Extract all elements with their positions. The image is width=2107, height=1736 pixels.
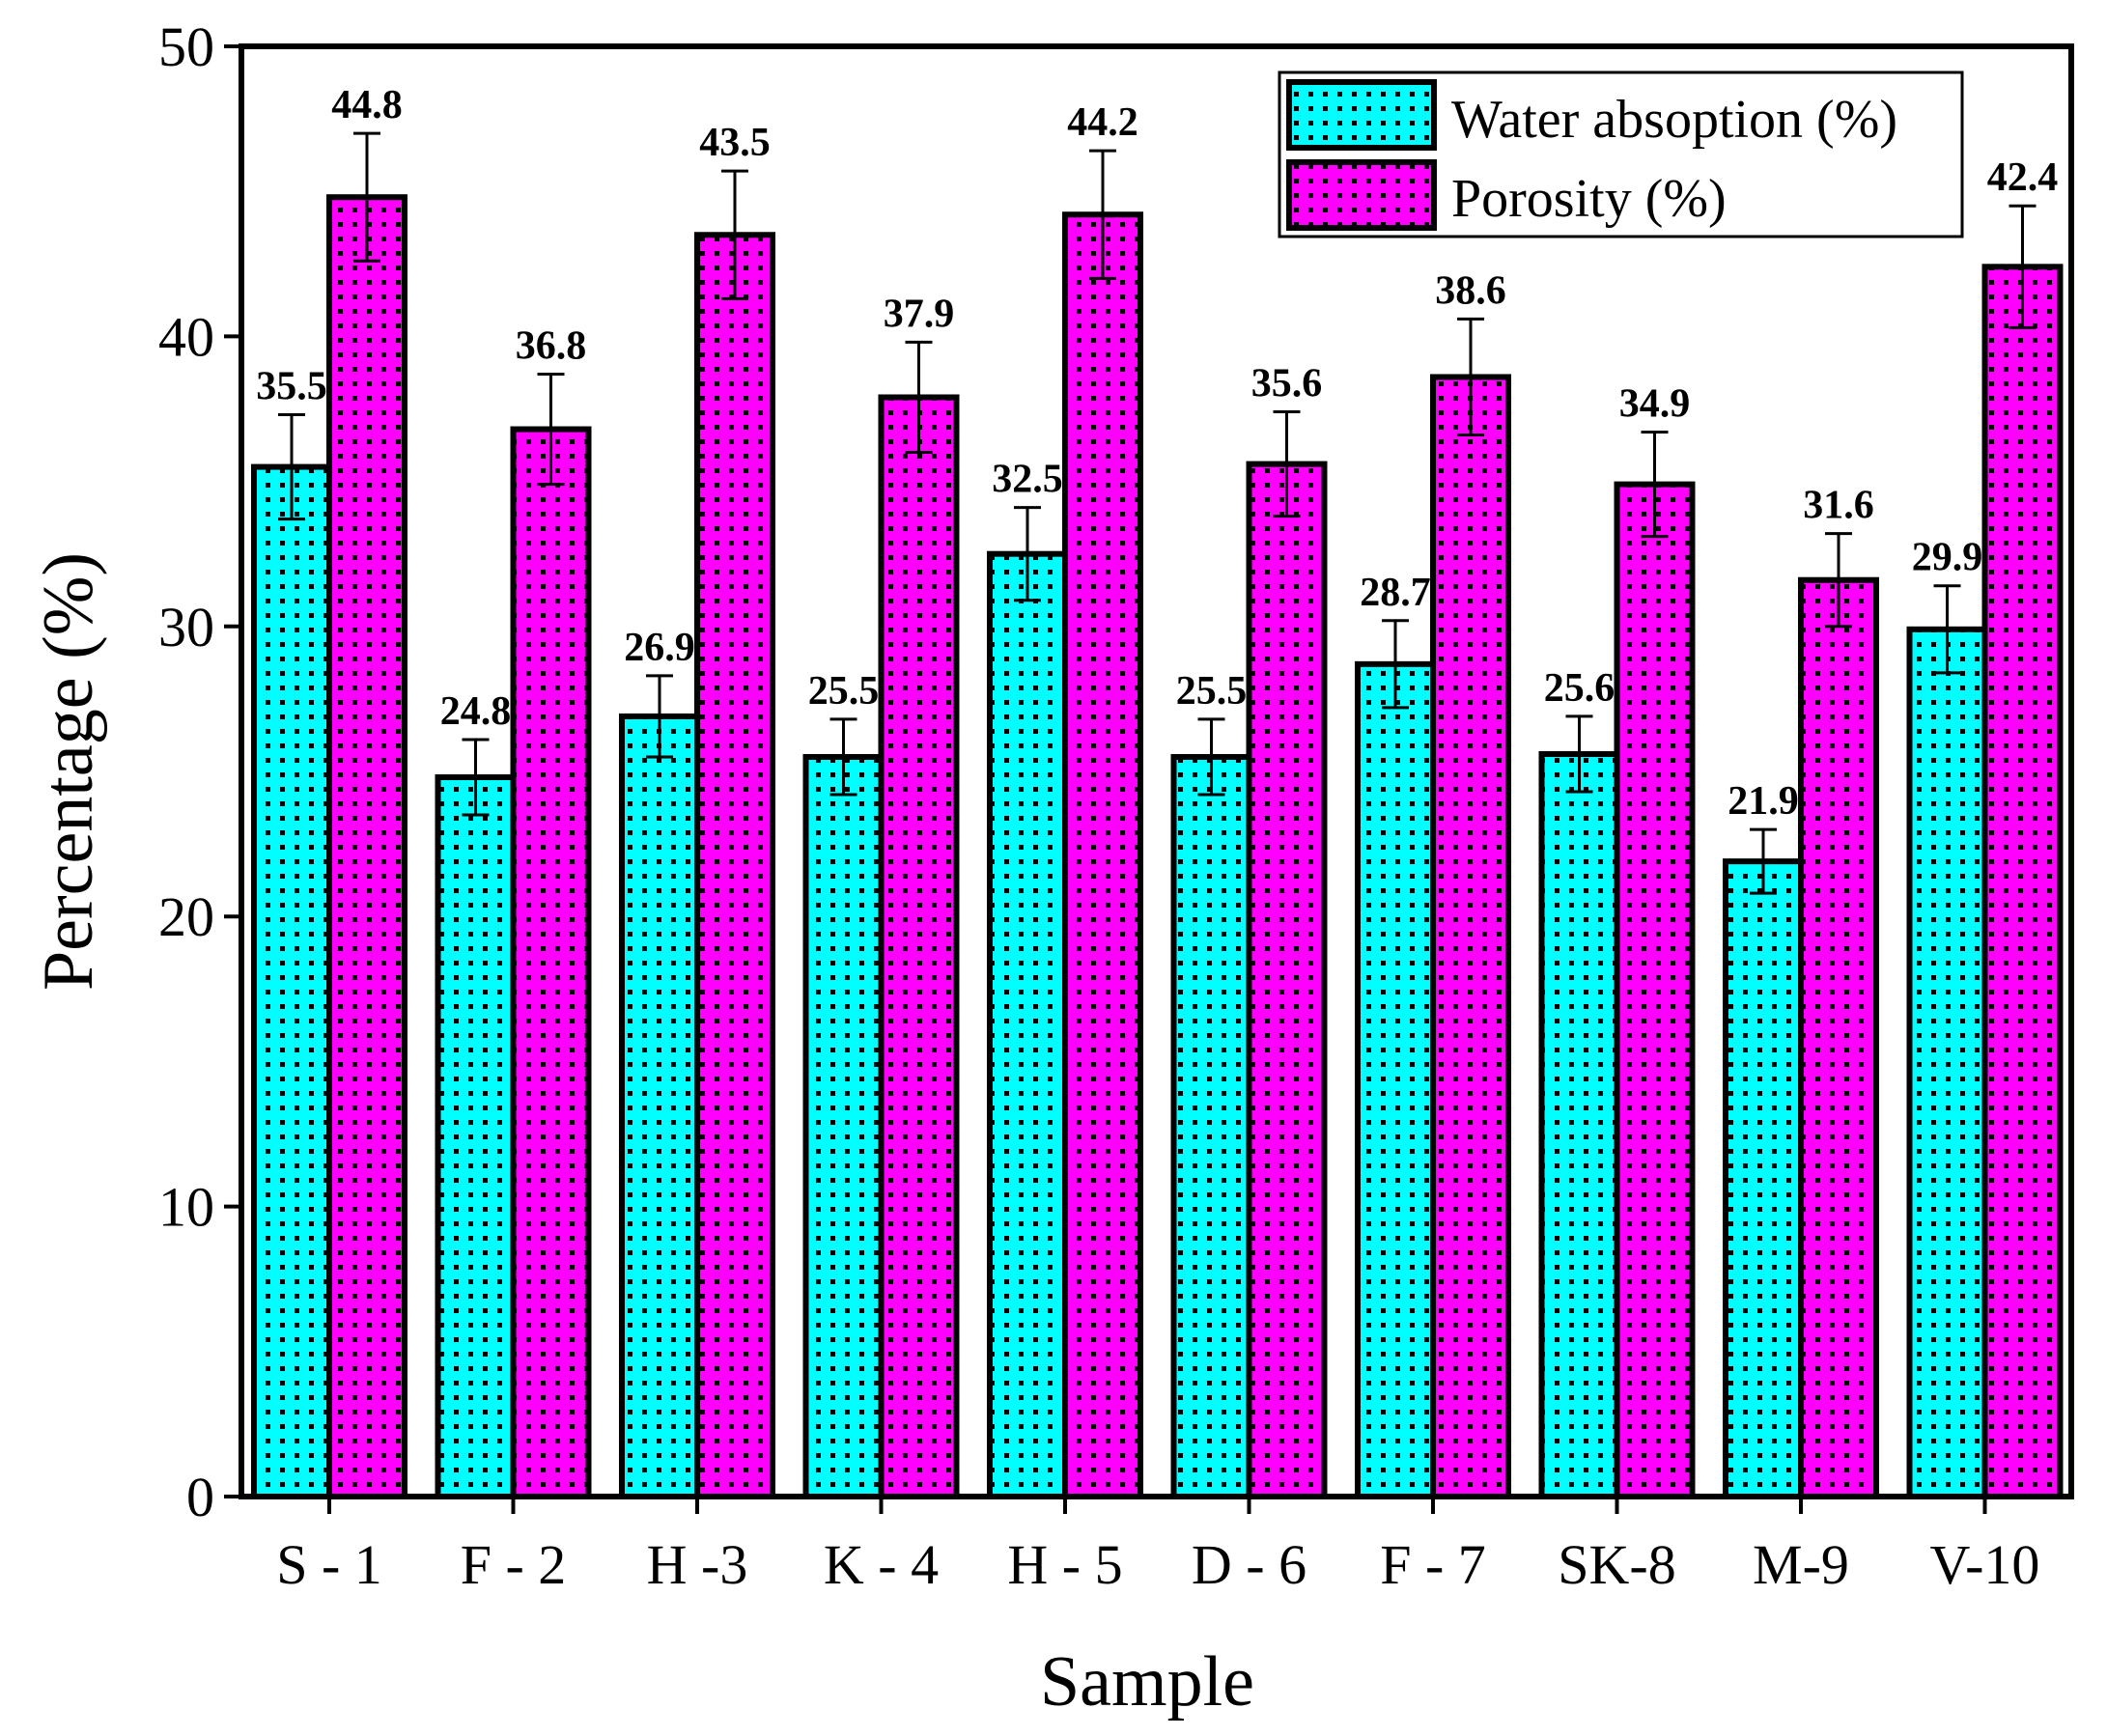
y-tick-label: 10 bbox=[158, 1176, 214, 1239]
data-label-porosity: 44.2 bbox=[1067, 100, 1138, 145]
x-tick-label: S - 1 bbox=[276, 1533, 382, 1596]
data-label-porosity: 42.4 bbox=[1987, 155, 2059, 200]
x-tick-label: D - 6 bbox=[1192, 1533, 1306, 1596]
x-tick-label: F - 2 bbox=[461, 1533, 567, 1596]
data-label-porosity: 31.6 bbox=[1803, 484, 1874, 528]
y-tick-label: 0 bbox=[186, 1466, 214, 1528]
bar-water bbox=[1538, 750, 1620, 1499]
bar-porosity bbox=[326, 194, 407, 1499]
bar-porosity bbox=[1798, 576, 1879, 1499]
x-tick-label: M-9 bbox=[1753, 1533, 1849, 1596]
data-label-water: 26.9 bbox=[624, 626, 695, 670]
bar-porosity bbox=[1614, 481, 1696, 1499]
data-label-porosity: 44.8 bbox=[331, 83, 403, 127]
data-label-water: 28.7 bbox=[1360, 571, 1431, 615]
x-tick-label: H -3 bbox=[647, 1533, 748, 1596]
bar-porosity bbox=[510, 426, 592, 1500]
y-tick-label: 30 bbox=[158, 596, 214, 658]
legend-swatch-water bbox=[1286, 79, 1437, 151]
bar-water bbox=[802, 753, 885, 1499]
data-label-water: 35.5 bbox=[256, 365, 327, 409]
y-tick-label: 40 bbox=[158, 305, 214, 368]
legend: Water absoption (%) Porosity (%) bbox=[1278, 70, 1964, 238]
data-label-water: 25.5 bbox=[808, 669, 880, 714]
bar-water bbox=[435, 774, 517, 1499]
legend-swatch-porosity bbox=[1286, 159, 1437, 231]
bar-water bbox=[1170, 753, 1252, 1499]
bar-porosity bbox=[1430, 374, 1511, 1499]
x-tick-label: F - 7 bbox=[1380, 1533, 1486, 1596]
y-axis-title: Percentage (%) bbox=[29, 552, 108, 991]
x-axis-categories: S - 1 F - 2 H -3 K - 4 H - 5 D - 6 F - 7 SK-8 M-… bbox=[276, 1497, 2039, 1596]
data-label-porosity: 38.6 bbox=[1435, 268, 1506, 313]
data-label-water: 32.5 bbox=[992, 458, 1063, 502]
bar-porosity bbox=[1246, 461, 1328, 1499]
data-label-porosity: 37.9 bbox=[884, 292, 955, 336]
x-tick-label: H - 5 bbox=[1007, 1533, 1122, 1596]
data-label-water: 25.6 bbox=[1544, 666, 1615, 711]
bar-porosity bbox=[1981, 264, 2064, 1500]
bar-porosity bbox=[1062, 211, 1143, 1499]
y-tick-label: 50 bbox=[158, 15, 214, 78]
data-label-porosity: 43.5 bbox=[699, 121, 771, 165]
y-tick-label: 20 bbox=[158, 885, 214, 948]
legend-label-porosity: Porosity (%) bbox=[1451, 169, 1727, 229]
legend-label-water: Water absoption (%) bbox=[1451, 90, 1897, 150]
data-label-porosity: 35.6 bbox=[1251, 362, 1323, 406]
error-bars bbox=[278, 131, 2037, 895]
data-label-water: 25.5 bbox=[1176, 669, 1248, 714]
plot-frame bbox=[239, 43, 2074, 1499]
data-label-water: 24.8 bbox=[440, 689, 512, 734]
x-axis-title: Sample bbox=[1040, 1642, 1254, 1722]
bar-porosity bbox=[878, 394, 960, 1499]
data-label-porosity: 36.8 bbox=[516, 323, 587, 368]
bar-water bbox=[1723, 858, 1804, 1499]
data-label-water: 29.9 bbox=[1912, 536, 1983, 580]
bar-water bbox=[251, 463, 332, 1500]
bar-water bbox=[619, 713, 700, 1499]
data-labels: 35.5 44.8 24.8 36.8 26.9 43.5 25.5 37.9 32.5 44.2… bbox=[256, 83, 2058, 824]
x-tick-label: SK-8 bbox=[1558, 1533, 1675, 1596]
bar-water bbox=[1906, 626, 1988, 1499]
x-tick-label: K - 4 bbox=[824, 1533, 939, 1596]
bars bbox=[251, 194, 2064, 1500]
x-tick-label: V-10 bbox=[1930, 1533, 2040, 1596]
bar-water bbox=[1355, 660, 1436, 1499]
data-label-water: 21.9 bbox=[1728, 779, 1799, 824]
y-axis-ticks: 0 10 20 30 40 50 bbox=[158, 15, 241, 1528]
data-label-porosity: 34.9 bbox=[1619, 382, 1691, 427]
bar-water bbox=[987, 550, 1068, 1499]
bar-porosity bbox=[694, 232, 775, 1499]
